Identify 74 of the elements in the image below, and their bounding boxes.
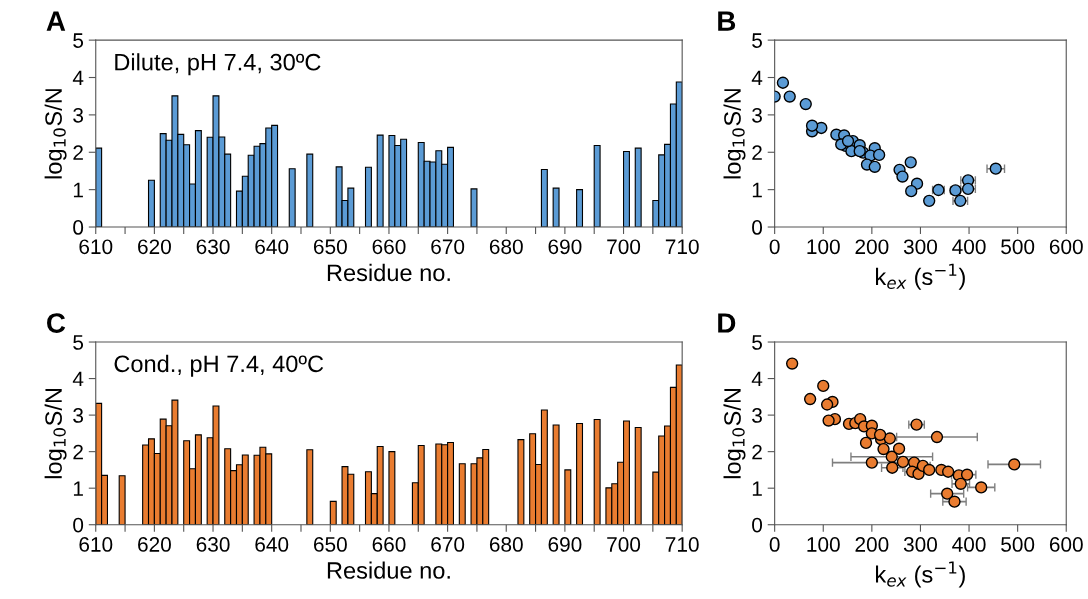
x-axis-title: Residue no. <box>327 561 450 579</box>
y-tick-label: 5 <box>752 335 762 350</box>
x-tick-label: 680 <box>489 537 523 552</box>
y-tick-label: 0 <box>73 220 84 235</box>
x-tick-label: 610 <box>79 537 113 552</box>
y-tick-label: 4 <box>72 371 84 387</box>
chart-title: C <box>47 313 66 333</box>
x-tick-label: 500 <box>1001 239 1035 255</box>
x-axis-title: k$_{ex}$ (s$^{−1}$) <box>876 561 965 588</box>
x-axis-title: k$_{ex}$ (s$^{−1}$) <box>876 263 965 290</box>
y-tick-label: 2 <box>752 145 762 160</box>
x-tick-label: 610 <box>79 239 113 255</box>
y-axis-title: log$_{10}$S/N <box>723 89 746 179</box>
x-tick-label: 620 <box>138 239 171 255</box>
x-tick-label: 400 <box>952 537 986 552</box>
x-tick-label: 300 <box>903 537 938 552</box>
x-tick-label: 630 <box>196 537 230 552</box>
x-tick-label: 300 <box>903 239 938 255</box>
x-tick-label: 200 <box>855 537 889 552</box>
x-tick-label: 670 <box>431 239 465 255</box>
annotation: Dilute, pH 7.4, 30ºC <box>115 53 321 76</box>
x-tick-label: 500 <box>1001 537 1035 552</box>
chart-title: A <box>46 11 66 31</box>
y-tick-label: 5 <box>73 335 84 350</box>
x-tick-label: 710 <box>665 537 699 552</box>
chart-title: B <box>718 11 736 31</box>
x-tick-label: 0 <box>769 239 780 255</box>
y-tick-label: 4 <box>751 70 763 86</box>
y-axis-title: log$_{10}$S/N <box>723 388 746 479</box>
y-tick-label: 5 <box>73 33 84 48</box>
x-tick-label: 690 <box>548 537 582 552</box>
x-tick-label: 620 <box>138 537 171 552</box>
x-tick-label: 700 <box>607 537 641 552</box>
x-tick-label: 700 <box>607 239 641 255</box>
x-tick-label: 640 <box>255 537 289 552</box>
y-tick-label: 0 <box>752 517 763 533</box>
x-tick-label: 630 <box>196 239 230 255</box>
y-tick-label: 3 <box>752 408 762 423</box>
x-tick-label: 660 <box>372 239 406 255</box>
y-tick-label: 3 <box>73 408 84 423</box>
y-tick-label: 0 <box>73 517 84 533</box>
annotation: Cond., pH 7.4, 40ºC <box>114 354 324 377</box>
y-tick-label: 4 <box>751 371 763 387</box>
y-axis-title: log$_{10}$S/N <box>44 388 67 479</box>
y-tick-label: 2 <box>752 444 762 460</box>
chart-title: D <box>718 313 736 333</box>
y-tick-label: 3 <box>73 107 84 123</box>
y-tick-label: 3 <box>752 107 762 123</box>
x-tick-label: 600 <box>1049 239 1083 255</box>
y-tick-label: 1 <box>73 481 83 496</box>
x-tick-label: 670 <box>431 537 465 552</box>
x-tick-label: 100 <box>807 537 840 552</box>
x-tick-label: 650 <box>314 537 347 552</box>
x-tick-label: 650 <box>314 239 347 255</box>
x-tick-label: 690 <box>548 239 582 255</box>
x-tick-label: 600 <box>1049 537 1083 552</box>
x-tick-label: 200 <box>855 239 889 255</box>
y-tick-label: 2 <box>73 444 83 460</box>
x-tick-label: 0 <box>769 537 780 552</box>
y-tick-label: 1 <box>752 481 762 496</box>
x-tick-label: 640 <box>255 239 289 255</box>
x-tick-label: 660 <box>372 537 406 552</box>
y-tick-label: 1 <box>752 182 762 198</box>
y-tick-label: 2 <box>73 145 83 160</box>
x-tick-label: 710 <box>665 239 699 255</box>
y-tick-label: 4 <box>72 70 84 86</box>
y-tick-label: 0 <box>752 220 763 235</box>
x-axis-title: Residue no. <box>327 263 450 282</box>
y-tick-label: 5 <box>752 33 762 48</box>
y-tick-label: 1 <box>73 182 83 198</box>
x-tick-label: 400 <box>952 239 986 255</box>
x-tick-label: 100 <box>807 239 840 255</box>
x-tick-label: 680 <box>489 239 523 255</box>
y-axis-title: log$_{10}$S/N <box>44 89 67 179</box>
